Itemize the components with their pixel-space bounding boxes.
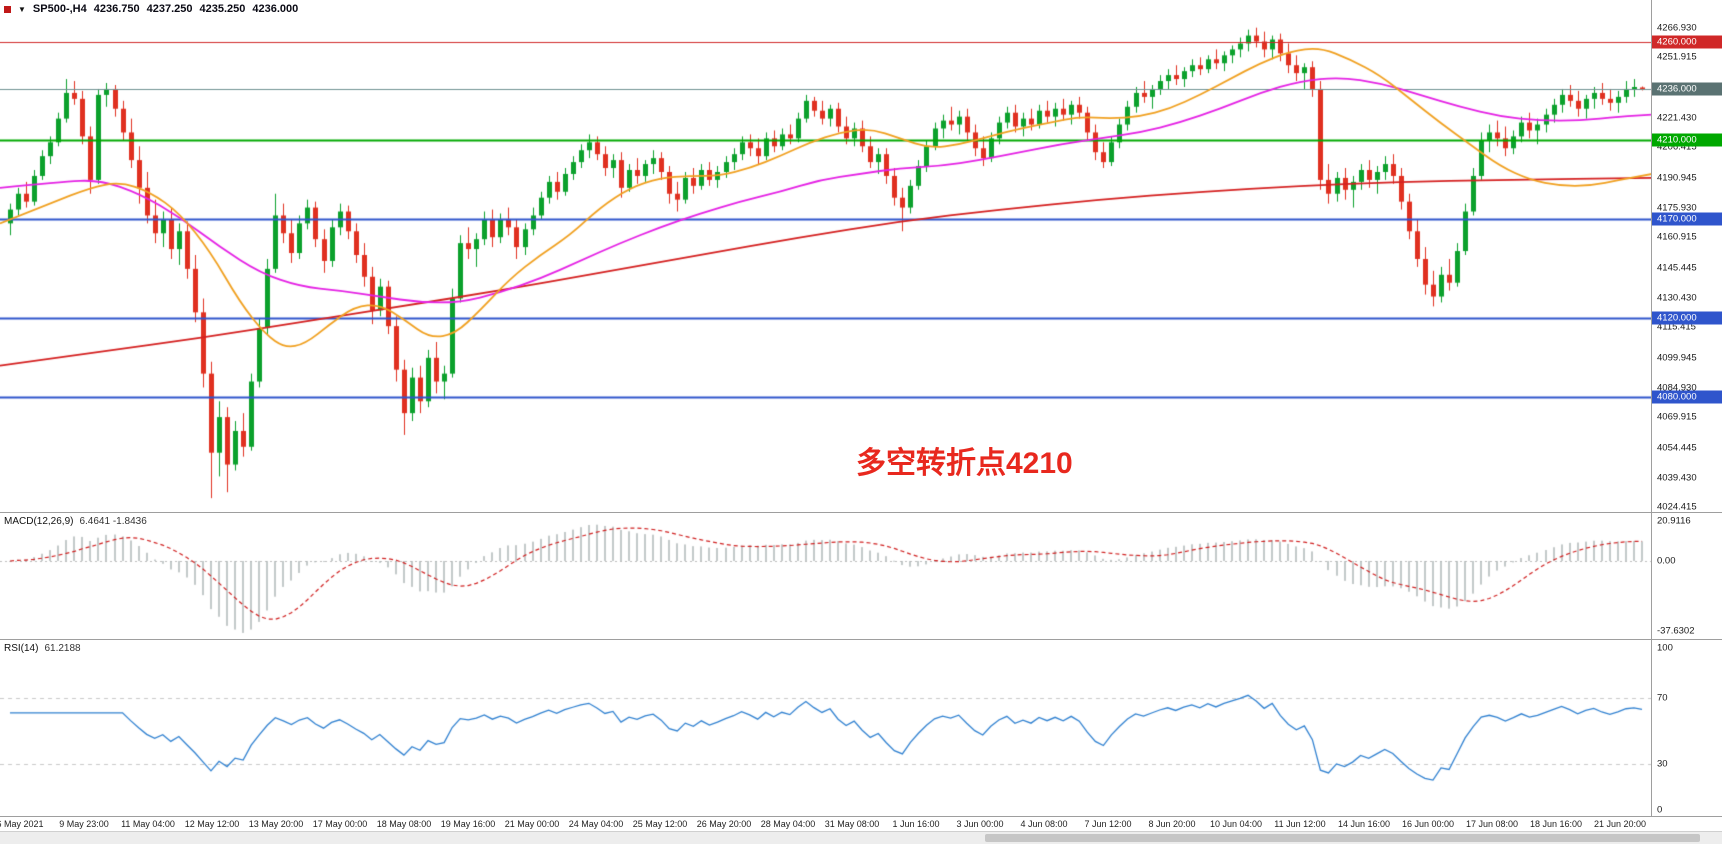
macd-scale-label: -37.6302	[1657, 625, 1695, 637]
price-scale-label: 4084.930	[1657, 382, 1697, 394]
time-axis-label: 1 Jun 16:00	[892, 819, 940, 829]
time-axis-label: 4 Jun 08:00	[1020, 819, 1068, 829]
price-scale-label: 4190.945	[1657, 172, 1697, 184]
chart-title: ▼ SP500-,H4 4236.750 4237.250 4235.250 4…	[4, 3, 298, 15]
price-scale[interactable]: 4266.930 4251.915 4221.430 4206.415 4190.945…	[1651, 0, 1722, 513]
macd-chart-canvas[interactable]	[0, 513, 1652, 639]
ohlc-close: 4236.000	[252, 3, 299, 15]
time-axis-label: 26 May 20:00	[696, 819, 752, 829]
scrollbar-thumb[interactable]	[985, 834, 1700, 842]
symbol-period-label: SP500-,H4	[32, 3, 87, 15]
macd-label: MACD(12,26,9) 6.4641 -1.8436	[4, 516, 147, 527]
macd-values: 6.4641 -1.8436	[79, 516, 147, 527]
price-line-badge: 4170.000	[1652, 212, 1722, 226]
window-icon	[4, 5, 11, 13]
time-axis-label: 8 Jun 20:00	[1148, 819, 1196, 829]
time-axis-label: 31 May 08:00	[824, 819, 880, 829]
price-scale-label: 4145.445	[1657, 262, 1697, 274]
time-axis-label: 11 Jun 12:00	[1274, 819, 1326, 829]
annotation-text: 多空转折点4210	[856, 447, 1073, 480]
ohlc-high: 4237.250	[146, 3, 193, 15]
price-scale-label: 4175.930	[1657, 202, 1697, 214]
time-axis-label: 14 Jun 16:00	[1337, 819, 1391, 829]
macd-scale-label: 20.9116	[1657, 515, 1691, 527]
price-scale-label: 4099.945	[1657, 352, 1697, 364]
rsi-chart-canvas[interactable]	[0, 640, 1652, 816]
price-scale-label: 4069.915	[1657, 411, 1697, 423]
time-axis-label: 7 Jun 12:00	[1084, 819, 1132, 829]
time-axis-label: 21 May 00:00	[504, 819, 560, 829]
price-pane: ▼ SP500-,H4 4236.750 4237.250 4235.250 4…	[0, 0, 1722, 513]
time-axis-label: 10 Jun 04:00	[1209, 819, 1263, 829]
rsi-scale-label: 70	[1657, 692, 1668, 704]
price-scale-label: 4251.915	[1657, 51, 1697, 63]
time-axis-label: 13 May 20:00	[248, 819, 304, 829]
time-axis-label: 12 May 12:00	[184, 819, 240, 829]
time-axis[interactable]: 6 May 2021 9 May 23:00 11 May 04:00 12 May …	[0, 816, 1722, 831]
time-axis-label: 11 May 04:00	[121, 819, 175, 829]
price-scale-label: 4024.415	[1657, 501, 1697, 513]
macd-scale-label: 0.00	[1657, 555, 1676, 567]
price-line-badge: 4210.000	[1652, 133, 1722, 147]
price-scale-label: 4160.915	[1657, 231, 1697, 243]
rsi-name: RSI(14)	[4, 643, 39, 654]
ohlc-open: 4236.750	[93, 3, 140, 15]
time-axis-label: 17 May 00:00	[312, 819, 368, 829]
price-scale-label: 4130.430	[1657, 292, 1697, 304]
time-axis-label: 28 May 04:00	[760, 819, 816, 829]
ohlc-low: 4235.250	[199, 3, 246, 15]
time-axis-label: 24 May 04:00	[568, 819, 624, 829]
time-axis-label: 18 May 08:00	[376, 819, 432, 829]
macd-pane: MACD(12,26,9) 6.4641 -1.8436 20.9116 0.00 -…	[0, 512, 1722, 639]
time-axis-label: 6 May 2021	[0, 819, 44, 829]
chart-menu-icon[interactable]: ▼	[18, 4, 26, 14]
macd-scale[interactable]: 20.9116 0.00 -37.6302	[1651, 513, 1722, 639]
time-axis-label: 16 Jun 00:00	[1401, 819, 1455, 829]
rsi-scale[interactable]: 100 70 30 0	[1651, 640, 1722, 816]
time-axis-label: 25 May 12:00	[632, 819, 688, 829]
price-scale-label: 4266.930	[1657, 22, 1697, 34]
rsi-scale-label: 100	[1657, 642, 1673, 654]
price-line-badge: 4080.000	[1652, 390, 1722, 404]
price-scale-label: 4054.445	[1657, 442, 1697, 454]
rsi-scale-label: 0	[1657, 804, 1663, 816]
time-axis-label: 19 May 16:00	[440, 819, 496, 829]
macd-name: MACD(12,26,9)	[4, 516, 74, 527]
price-scale-label: 4206.415	[1657, 141, 1697, 153]
price-line-badge: 4236.000	[1652, 82, 1722, 96]
horizontal-scrollbar[interactable]	[0, 831, 1722, 844]
rsi-value: 61.2188	[44, 643, 81, 654]
price-scale-label: 4039.430	[1657, 472, 1697, 484]
rsi-pane: RSI(14) 61.2188 100 70 30 0	[0, 639, 1722, 816]
price-scale-label: 4115.415	[1657, 321, 1696, 333]
price-chart-canvas[interactable]	[0, 0, 1652, 512]
rsi-label: RSI(14) 61.2188	[4, 643, 81, 654]
time-axis-label: 18 Jun 16:00	[1529, 819, 1583, 829]
price-line-badge: 4260.000	[1652, 35, 1722, 48]
price-line-badge: 4120.000	[1652, 311, 1722, 325]
rsi-scale-label: 30	[1657, 758, 1668, 770]
time-axis-label: 9 May 23:00	[59, 819, 109, 829]
time-axis-label: 21 Jun 20:00	[1593, 819, 1647, 829]
price-scale-label: 4221.430	[1657, 112, 1697, 124]
time-axis-label: 17 Jun 08:00	[1465, 819, 1519, 829]
time-axis-label: 3 Jun 00:00	[956, 819, 1004, 829]
